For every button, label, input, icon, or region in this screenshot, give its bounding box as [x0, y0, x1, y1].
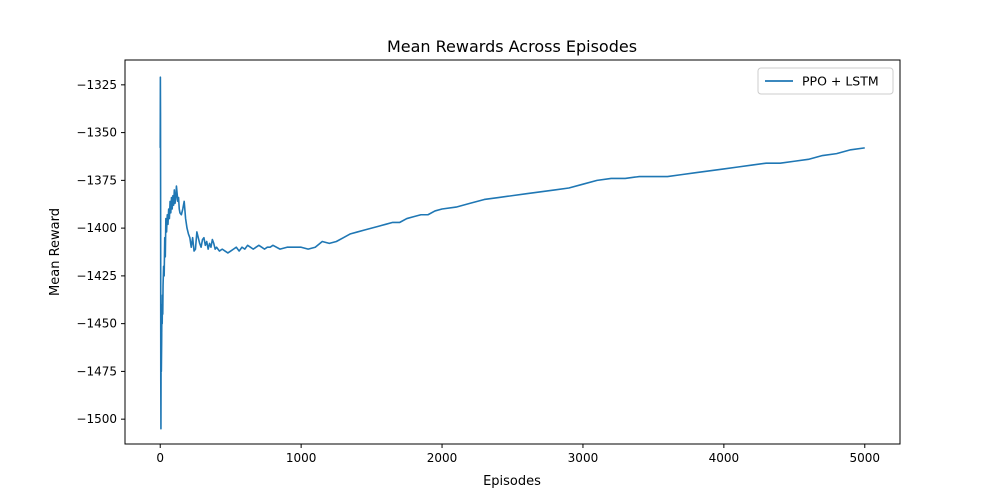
y-tick-label: −1350 [76, 126, 117, 140]
legend: PPO + LSTM [757, 67, 894, 95]
y-tick-label: −1425 [76, 269, 117, 283]
y-tick-label: −1400 [76, 221, 117, 235]
y-tick-label: −1475 [76, 364, 117, 378]
y-tick-label: −1375 [76, 173, 117, 187]
y-axis: −1500 −1475 −1450 −1425 −1400 −1375 −1350 −1325 [76, 78, 125, 426]
x-tick-label: 4000 [709, 451, 740, 465]
plot-frame [124, 59, 901, 445]
x-axis-label: Episodes [483, 474, 541, 489]
x-tick-label: 3000 [568, 451, 599, 465]
series-line [159, 76, 865, 430]
y-tick-label: −1500 [76, 412, 117, 426]
y-axis-label: Mean Reward [48, 208, 63, 296]
legend-label: PPO + LSTM [802, 74, 879, 89]
x-tick-label: 5000 [849, 451, 880, 465]
series-layer [159, 76, 865, 430]
y-tick-label: −1325 [76, 78, 117, 92]
x-tick-label: 1000 [286, 451, 317, 465]
x-tick-label: 2000 [427, 451, 458, 465]
y-tick-label: −1450 [76, 317, 117, 331]
x-axis: 0 1000 2000 3000 4000 5000 [156, 444, 880, 465]
legend-box [757, 67, 894, 95]
chart-title: Mean Rewards Across Episodes [387, 37, 637, 56]
x-tick-label: 0 [156, 451, 164, 465]
